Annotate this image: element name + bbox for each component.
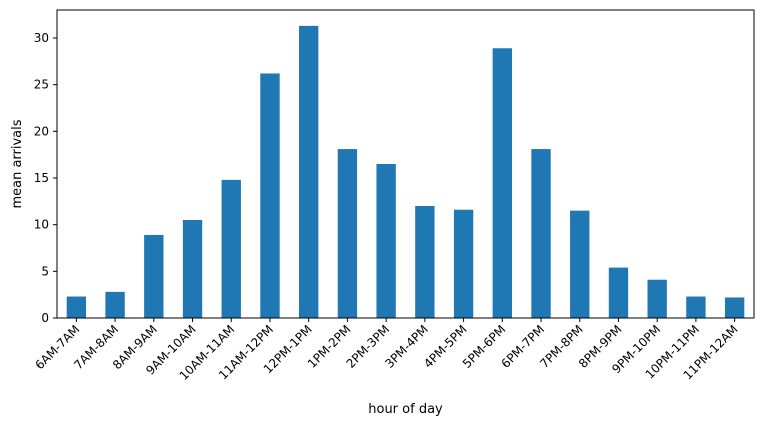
bar-4pm-5pm xyxy=(453,209,474,318)
x-axis-label: hour of day xyxy=(368,402,443,417)
bar-6am-7am xyxy=(66,296,87,318)
plot-frame xyxy=(56,9,755,319)
y-tick-label: 25 xyxy=(34,78,49,92)
bar-11am-12pm xyxy=(260,73,280,318)
y-axis-label: mean arrivals xyxy=(10,119,25,208)
y-tick-label: 10 xyxy=(34,218,49,232)
bar-8pm-9pm xyxy=(608,267,629,318)
bar-10pm-11pm xyxy=(686,296,706,318)
bar-3pm-4pm xyxy=(415,206,435,318)
y-tick-label: 5 xyxy=(41,264,49,278)
y-tick-label: 15 xyxy=(34,171,49,185)
bar-10am-11am xyxy=(221,179,241,318)
bar-12pm-1pm xyxy=(299,25,319,318)
bar-7am-8am xyxy=(105,291,125,318)
y-tick-label: 0 xyxy=(41,311,49,325)
x-axis: 6AM-7AM7AM-8AM8AM-9AM9AM-10AM10AM-11AM11… xyxy=(32,318,741,383)
bar-7pm-8pm xyxy=(570,210,590,318)
y-axis: 0 5 10 15 20 25 30 xyxy=(34,31,57,325)
bar-8am-9am xyxy=(144,234,164,318)
bar-6pm-7pm xyxy=(531,149,551,318)
bar-9pm-10pm xyxy=(647,279,667,318)
bars-group xyxy=(66,25,745,319)
bar-9am-10am xyxy=(182,220,203,318)
y-tick-label: 20 xyxy=(34,124,49,138)
bar-1pm-2pm xyxy=(337,149,358,318)
y-tick-label: 30 xyxy=(34,31,49,45)
bar-2pm-3pm xyxy=(376,164,396,318)
bar-11pm-12am xyxy=(724,297,745,318)
bar-5pm-6pm xyxy=(492,48,512,319)
